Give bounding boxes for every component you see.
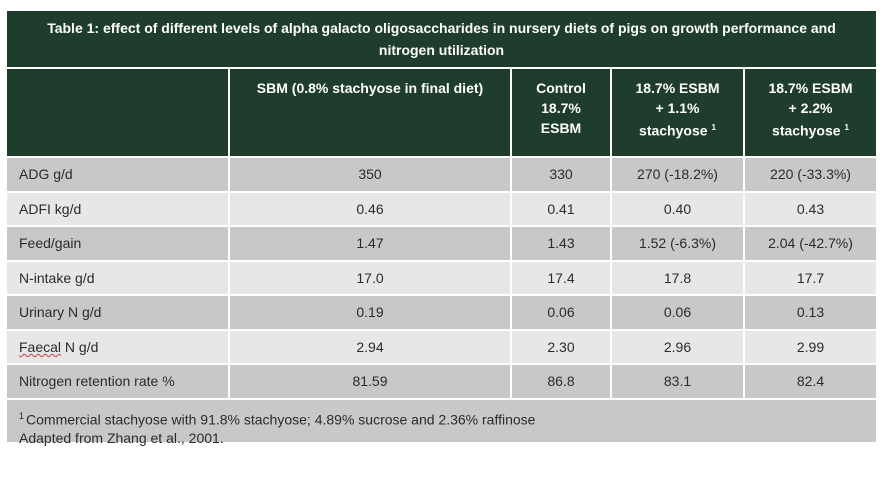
footnote-line1: Commercial stachyose with 91.8% stachyos… [26, 411, 536, 428]
cell-esbm-2-2: 0.43 [743, 192, 876, 225]
table-row: Feed/gain 1.47 1.43 1.52 (-6.3%) 2.04 (-… [7, 225, 876, 260]
table-footnote: 1 Commercial stachyose with 91.8% stachyo… [7, 397, 876, 446]
header-esbm-2-2-line2: + 2.2% [788, 100, 833, 116]
footnote-mark: 1 [19, 410, 25, 421]
header-esbm-2-2: 18.7% ESBM + 2.2% stachyose 1 [743, 69, 876, 156]
cell-esbm-1-1: 0.40 [610, 192, 743, 225]
cell-esbm-2-2: 82.4 [743, 365, 876, 398]
header-esbm-1-1: 18.7% ESBM + 1.1% stachyose 1 [610, 69, 743, 156]
row-label: N-intake g/d [19, 269, 95, 286]
header-control-line3: ESBM [540, 120, 582, 136]
cell-control: 330 [510, 158, 610, 191]
row-label: Urinary N g/d [19, 304, 102, 321]
cell-sbm: 1.47 [228, 227, 510, 260]
cell-sbm: 0.19 [228, 296, 510, 329]
cell-esbm-2-2: 2.04 (-42.7%) [743, 227, 876, 260]
table-row: Urinary N g/d 0.19 0.06 0.06 0.13 [7, 294, 876, 329]
cell-control: 0.41 [510, 192, 610, 225]
header-empty-cell [7, 69, 228, 156]
cell-control: 1.43 [510, 227, 610, 260]
footnote-line2: Adapted from Zhang et al., 2001. [19, 430, 224, 447]
header-esbm-1-1-line1: 18.7% ESBM [635, 80, 720, 96]
table-row: ADG g/d 350 330 270 (-18.2%) 220 (-33.3%… [7, 156, 876, 191]
header-esbm-2-2-line3: stachyose [772, 122, 841, 139]
cell-sbm: 0.46 [228, 192, 510, 225]
table-header-row: SBM (0.8% stachyose in final diet) Contr… [7, 69, 876, 156]
cell-esbm-1-1: 83.1 [610, 365, 743, 398]
cell-esbm-1-1: 1.52 (-6.3%) [610, 227, 743, 260]
header-control-line1: Control [536, 80, 586, 96]
header-esbm-1-1-footnote-mark: 1 [711, 123, 716, 132]
header-esbm-2-2-footnote-mark: 1 [844, 123, 849, 132]
table-row: Nitrogen retention rate % 81.59 86.8 83.… [7, 363, 876, 398]
header-sbm-label: SBM (0.8% stachyose in final diet) [256, 80, 484, 96]
row-label-faecal: Faecal [19, 338, 62, 355]
cell-esbm-1-1: 0.06 [610, 296, 743, 329]
header-sbm: SBM (0.8% stachyose in final diet) [228, 69, 510, 156]
cell-sbm: 350 [228, 158, 510, 191]
cell-esbm-1-1: 2.96 [610, 330, 743, 363]
cell-esbm-2-2: 220 (-33.3%) [743, 158, 876, 191]
cell-control: 2.30 [510, 330, 610, 363]
cell-esbm-2-2: 17.7 [743, 261, 876, 294]
header-esbm-2-2-line1: 18.7% ESBM [768, 80, 853, 96]
row-label: Faecal N g/d [7, 331, 228, 364]
cell-control: 0.06 [510, 296, 610, 329]
header-esbm-1-1-line2: + 1.1% [655, 100, 700, 116]
table-row: Faecal N g/d 2.94 2.30 2.96 2.99 [7, 328, 876, 364]
row-label-unit: N g/d [61, 338, 99, 355]
table-row: N-intake g/d 17.0 17.4 17.8 17.7 [7, 259, 876, 294]
cell-esbm-1-1: 17.8 [610, 261, 743, 294]
header-control: Control 18.7% ESBM [510, 69, 610, 156]
header-control-line2: 18.7% [541, 100, 581, 116]
table-title: Table 1: effect of different levels of a… [7, 11, 876, 67]
cell-control: 17.4 [510, 261, 610, 294]
row-label: Feed/gain [19, 235, 82, 252]
data-table: Table 1: effect of different levels of a… [7, 11, 876, 446]
cell-control: 86.8 [510, 365, 610, 398]
cell-esbm-2-2: 2.99 [743, 330, 876, 363]
row-label: Nitrogen retention rate % [19, 373, 175, 390]
title-separator [7, 67, 876, 69]
cell-esbm-1-1: 270 (-18.2%) [610, 158, 743, 191]
header-esbm-1-1-line3: stachyose [639, 122, 708, 139]
row-label: ADG g/d [19, 166, 73, 183]
cell-esbm-2-2: 0.13 [743, 296, 876, 329]
table-row: ADFI kg/d 0.46 0.41 0.40 0.43 [7, 190, 876, 225]
cell-sbm: 2.94 [228, 330, 510, 363]
cell-sbm: 17.0 [228, 261, 510, 294]
cell-sbm: 81.59 [228, 365, 510, 398]
row-label: ADFI kg/d [19, 200, 82, 217]
